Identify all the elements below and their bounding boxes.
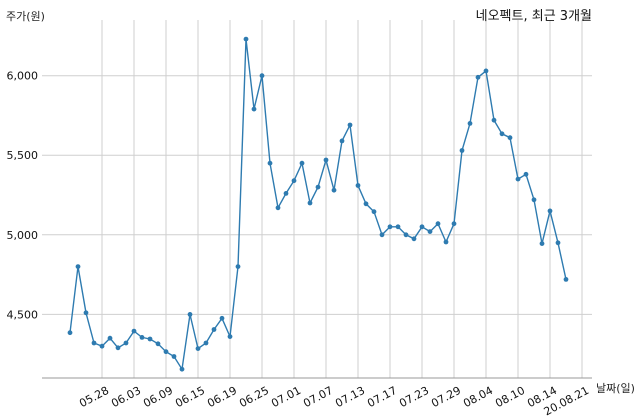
price-point: [227, 334, 233, 339]
price-point: [187, 312, 193, 317]
price-point: [259, 73, 265, 79]
x-tick-label: 06.15: [173, 384, 207, 410]
x-tick-label: 08.04: [461, 384, 495, 410]
price-point: [115, 345, 121, 351]
price-point: [475, 74, 481, 80]
price-point: [83, 310, 89, 316]
price-point: [387, 224, 393, 230]
price-point: [195, 346, 201, 351]
price-point: [331, 187, 337, 193]
price-point: [179, 366, 185, 372]
price-point: [347, 122, 353, 128]
price-point: [531, 197, 537, 203]
y-tick-label: 6,000: [7, 70, 39, 83]
price-point: [499, 131, 505, 137]
x-tick-label: 06.09: [141, 384, 175, 410]
x-tick-label: 08.10: [493, 384, 527, 410]
y-tick-label: 5,500: [7, 149, 39, 162]
price-point: [283, 191, 289, 196]
price-point: [171, 354, 177, 359]
price-point: [403, 232, 409, 238]
price-point: [91, 340, 97, 346]
price-point: [459, 148, 465, 153]
grid-lines: [42, 20, 592, 378]
price-point: [435, 221, 441, 227]
chart-title: 네오펙트, 최근 3개월: [476, 9, 592, 24]
x-tick-label: 06.25: [237, 384, 271, 410]
x-tick-label: 05.28: [77, 384, 111, 410]
price-point: [339, 138, 345, 144]
price-point: [411, 236, 417, 242]
price-point: [75, 264, 81, 269]
price-point: [555, 240, 561, 246]
price-point: [379, 232, 385, 238]
price-point: [443, 239, 449, 245]
x-tick-label: 07.17: [365, 384, 399, 410]
price-point: [139, 335, 145, 340]
price-point: [371, 209, 377, 215]
price-point: [315, 184, 321, 190]
price-point: [483, 68, 489, 74]
price-point: [355, 183, 361, 188]
price-series-line: [69, 39, 567, 372]
price-point: [163, 349, 169, 355]
price-point: [211, 327, 217, 332]
x-tick-label: 06.19: [205, 384, 239, 410]
x-tick-label: 07.01: [269, 384, 303, 410]
y-tick-labels: 4,500 5,000 5,500 6,000: [7, 70, 39, 322]
price-point: [299, 160, 305, 166]
price-point: [523, 171, 529, 177]
price-point: [419, 224, 425, 230]
price-point: [491, 117, 497, 123]
price-point: [123, 340, 129, 346]
x-tick-label: 07.23: [397, 384, 431, 410]
price-point: [99, 343, 105, 349]
x-tick-labels: 05.2806.0306.0906.1506.1906.2507.0107.07…: [77, 384, 591, 418]
price-point: [243, 36, 249, 42]
price-point: [67, 330, 73, 336]
price-point: [131, 328, 137, 334]
price-point: [267, 160, 273, 166]
price-point: [467, 121, 473, 126]
price-point: [515, 176, 521, 182]
price-point: [507, 135, 513, 141]
price-point: [107, 335, 113, 341]
price-point: [323, 157, 329, 163]
x-tick-label: 06.03: [109, 384, 143, 410]
x-tick-label: 07.07: [301, 384, 335, 410]
price-point: [307, 200, 313, 206]
price-point: [235, 264, 241, 269]
price-point: [427, 229, 433, 235]
price-point: [219, 315, 225, 321]
x-tick-label: 07.29: [429, 384, 463, 410]
price-point: [363, 201, 369, 207]
price-point: [395, 224, 401, 230]
y-tick-label: 5,000: [7, 229, 39, 242]
x-axis-title: 날짜(일): [596, 381, 635, 395]
y-tick-label: 4,500: [7, 308, 39, 321]
price-point: [451, 221, 457, 227]
price-point: [563, 277, 569, 282]
price-point: [539, 241, 545, 247]
y-axis-title: 주가(원): [6, 10, 45, 23]
price-point: [251, 106, 257, 112]
price-point: [203, 340, 209, 346]
price-point: [275, 205, 281, 211]
price-point: [291, 178, 297, 184]
x-tick-label: 07.13: [333, 384, 367, 410]
price-points: [67, 36, 569, 372]
price-point: [155, 341, 161, 347]
price-point: [547, 208, 553, 214]
price-point: [147, 336, 153, 342]
